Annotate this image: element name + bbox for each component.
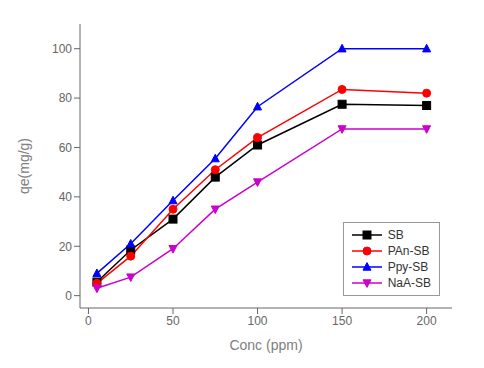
html-text:Ppy-SB: Ppy-SB	[387, 260, 429, 274]
html-text:PAn-SB: PAn-SB	[387, 244, 430, 258]
svg-text:0: 0	[85, 314, 92, 328]
svg-text:0: 0	[65, 289, 72, 303]
svg-text:50: 50	[166, 314, 180, 328]
svg-text:60: 60	[59, 141, 73, 155]
svg-text:qe(mg/g): qe(mg/g)	[16, 138, 32, 194]
svg-text:150: 150	[332, 314, 352, 328]
svg-text:200: 200	[417, 314, 437, 328]
html-text:NaA-SB: NaA-SB	[387, 276, 431, 290]
html-text:SB: SB	[387, 228, 404, 242]
svg-text:100: 100	[248, 314, 268, 328]
svg-text:Conc (ppm): Conc (ppm)	[229, 337, 302, 353]
svg-text:40: 40	[59, 190, 73, 204]
svg-text:80: 80	[59, 91, 73, 105]
svg-text:20: 20	[59, 240, 73, 254]
svg-text:100: 100	[52, 42, 72, 56]
